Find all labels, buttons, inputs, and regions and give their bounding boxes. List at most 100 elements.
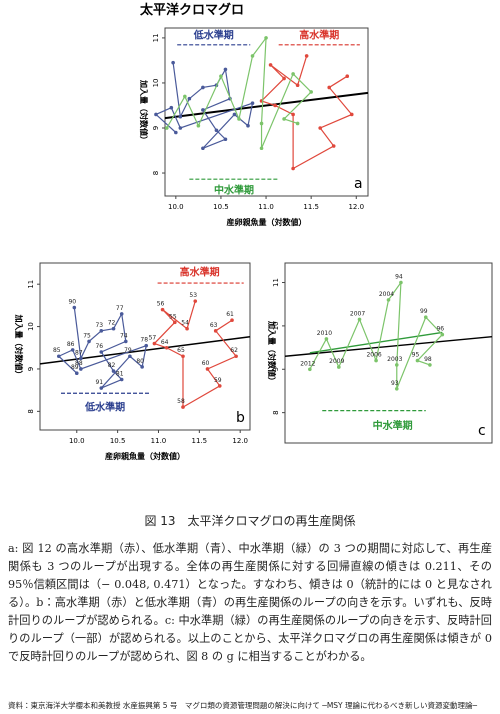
x-tick-label: 12.0 bbox=[232, 437, 248, 445]
point-label: 86 bbox=[67, 341, 75, 348]
data-point bbox=[213, 329, 218, 333]
point-label: 59 bbox=[214, 377, 222, 384]
data-point bbox=[79, 367, 83, 371]
data-point bbox=[87, 339, 91, 344]
point-label: 78 bbox=[140, 337, 148, 344]
y-axis-label: 加入量（対数値） bbox=[139, 79, 149, 144]
panel-label: a bbox=[354, 176, 363, 192]
panel-label: b bbox=[236, 410, 245, 426]
data-point bbox=[111, 369, 116, 373]
regression-line bbox=[284, 336, 493, 357]
data-point bbox=[440, 332, 445, 337]
data-point bbox=[234, 354, 238, 359]
point-label: 81 bbox=[116, 371, 124, 378]
point-label: 61 bbox=[226, 311, 234, 318]
point-label: 94 bbox=[395, 274, 403, 281]
x-tick-label: 10.0 bbox=[168, 203, 184, 211]
data-point bbox=[291, 112, 295, 117]
plot-frame bbox=[39, 262, 251, 431]
point-label: 99 bbox=[420, 308, 428, 315]
data-point bbox=[273, 103, 277, 108]
data-point bbox=[72, 305, 77, 310]
point-label: 2007 bbox=[350, 310, 365, 317]
y-tick-label: 8 bbox=[27, 409, 35, 413]
y-tick-label: 9 bbox=[152, 126, 160, 130]
x-axis-label: 産卵親魚量（対数値） bbox=[105, 451, 185, 461]
x-axis-label: 産卵親魚量（対数値） bbox=[227, 217, 307, 227]
data-point bbox=[152, 341, 157, 346]
data-point bbox=[205, 367, 210, 371]
data-point bbox=[246, 123, 250, 128]
data-point bbox=[282, 76, 286, 81]
series-line bbox=[153, 300, 238, 409]
data-point bbox=[357, 317, 362, 322]
data-point bbox=[282, 117, 286, 121]
period-label: 高水準期 bbox=[180, 265, 220, 278]
data-point bbox=[201, 85, 205, 90]
data-point bbox=[183, 94, 187, 99]
data-point bbox=[119, 377, 124, 382]
point-label: 2003 bbox=[387, 356, 402, 363]
point-label: 79 bbox=[124, 347, 132, 354]
data-point bbox=[171, 60, 175, 65]
point-label: 2006 bbox=[366, 352, 381, 359]
data-point bbox=[423, 315, 428, 320]
data-point bbox=[295, 83, 300, 88]
data-point bbox=[214, 128, 219, 133]
series-line bbox=[57, 307, 148, 389]
point-label: 75 bbox=[83, 332, 91, 339]
point-label: 53 bbox=[189, 292, 197, 299]
point-label: 63 bbox=[210, 322, 218, 329]
point-label: 72 bbox=[108, 320, 116, 327]
data-point bbox=[232, 112, 237, 117]
period-label: 低水準期 bbox=[193, 29, 234, 42]
data-point bbox=[201, 108, 205, 112]
y-tick-label: 8 bbox=[152, 171, 160, 175]
point-label: 93 bbox=[391, 380, 399, 387]
data-point bbox=[259, 121, 264, 126]
period-label: 中水準期 bbox=[214, 183, 254, 196]
regression-line bbox=[309, 331, 443, 354]
point-label: 60 bbox=[202, 360, 210, 367]
data-point bbox=[119, 312, 124, 316]
point-label: 91 bbox=[95, 379, 103, 386]
body-text: a: 図 12 の高水準期（赤）、低水準期（青）、中水準期（緑）の 3 つの期間… bbox=[8, 542, 492, 663]
point-label: 65 bbox=[177, 347, 185, 354]
y-tick-label: 11 bbox=[27, 280, 35, 289]
data-point bbox=[345, 74, 350, 78]
data-point bbox=[327, 85, 332, 90]
data-point bbox=[140, 365, 144, 369]
data-point bbox=[237, 117, 241, 121]
point-label: 85 bbox=[53, 347, 61, 354]
point-label: 95 bbox=[412, 352, 420, 359]
panel-label: c bbox=[478, 423, 486, 439]
x-tick-label: 10.5 bbox=[213, 203, 229, 211]
data-point bbox=[331, 144, 336, 148]
point-label: 74 bbox=[120, 332, 128, 339]
y-tick-label: 10 bbox=[272, 321, 280, 330]
period-label: 高水準期 bbox=[299, 29, 339, 42]
data-point bbox=[230, 318, 234, 323]
data-point bbox=[250, 54, 255, 58]
y-tick-label: 11 bbox=[272, 278, 280, 287]
y-tick-label: 10 bbox=[27, 322, 35, 331]
data-point bbox=[308, 367, 312, 372]
data-point bbox=[99, 350, 104, 354]
data-point bbox=[304, 54, 309, 58]
data-point bbox=[165, 126, 169, 130]
data-point bbox=[259, 146, 264, 151]
data-point bbox=[324, 337, 329, 341]
data-point bbox=[386, 298, 391, 302]
data-point bbox=[291, 72, 295, 76]
x-tick-label: 11.5 bbox=[303, 203, 319, 211]
data-point bbox=[394, 386, 399, 391]
y-axis-label: 加入量（対数値） bbox=[14, 314, 24, 379]
point-label: 76 bbox=[95, 343, 103, 350]
point-label: 73 bbox=[95, 322, 103, 329]
plot-frame bbox=[164, 27, 369, 197]
series-line bbox=[154, 62, 254, 149]
point-label: 2004 bbox=[379, 291, 394, 298]
data-point bbox=[349, 112, 354, 117]
